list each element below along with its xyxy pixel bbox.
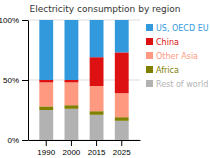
tick-label: 2015 [88,148,106,157]
legend-swatch [146,66,153,73]
tick-mark [71,140,72,146]
axis-line [28,21,29,141]
bar [115,20,129,52]
bar [39,106,53,110]
grid [28,20,140,140]
tick-label: 2000 [63,148,81,157]
tick: 50% [3,76,28,85]
tick-mark [121,140,122,146]
tick-mark [46,140,47,146]
tick-label: 50% [3,76,19,85]
bar [64,105,78,109]
legend-item: US, OECD EU [146,24,209,33]
plot: 0% 50% 100% 1990 2000 2015 2025 [0,16,141,157]
chart: 0% 50% 100% 1990 2000 2015 2025 Electricity con… [0,0,210,158]
bar [90,86,104,111]
tick-label: 0% [7,136,19,145]
bar [90,115,104,140]
bar [64,20,78,80]
tick-label: 100% [0,16,19,25]
bar [90,20,104,57]
tick-mark [22,140,28,141]
bars [39,20,128,140]
bar [64,82,78,105]
tick-mark [22,20,28,21]
tick: 100% [0,16,28,25]
bar [115,121,129,140]
legend: US, OECD EU China Other Asia Africa Rest of … [146,24,209,89]
bar [39,20,53,80]
legend-label: China [156,38,179,47]
tick: 2025 [113,140,131,157]
legend-item: Other Asia [146,52,198,61]
tick: 1990 [37,140,55,157]
title: Electricity consumption by region [29,4,180,14]
bar [39,80,53,82]
bar [39,82,53,106]
axis-line [29,140,141,141]
legend-item: Rest of world [146,80,208,89]
tick-label: 2025 [113,148,131,157]
tick-mark [22,80,28,81]
x-axis: 1990 2000 2015 2025 [29,140,141,157]
tick-mark [96,140,97,146]
tick: 0% [7,136,28,145]
bar [90,57,104,86]
legend-item: China [146,38,179,47]
tick: 2015 [88,140,106,157]
bar [90,111,104,115]
y-axis: 0% 50% 100% [0,16,29,145]
tick: 2000 [63,140,81,157]
bar [64,109,78,140]
bar [115,93,129,117]
legend-label: Rest of world [156,80,208,89]
bar [64,80,78,82]
legend-label: US, OECD EU [156,24,209,33]
legend-swatch [146,52,153,59]
legend-label: Africa [156,66,179,75]
bar [115,52,129,93]
tick-label: 1990 [37,148,55,157]
legend-swatch [146,38,153,45]
series [39,20,128,80]
legend-swatch [146,24,153,31]
bar [39,110,53,140]
legend-swatch [146,80,153,87]
bar [115,117,129,121]
legend-label: Other Asia [156,52,198,61]
legend-item: Africa [146,66,179,75]
